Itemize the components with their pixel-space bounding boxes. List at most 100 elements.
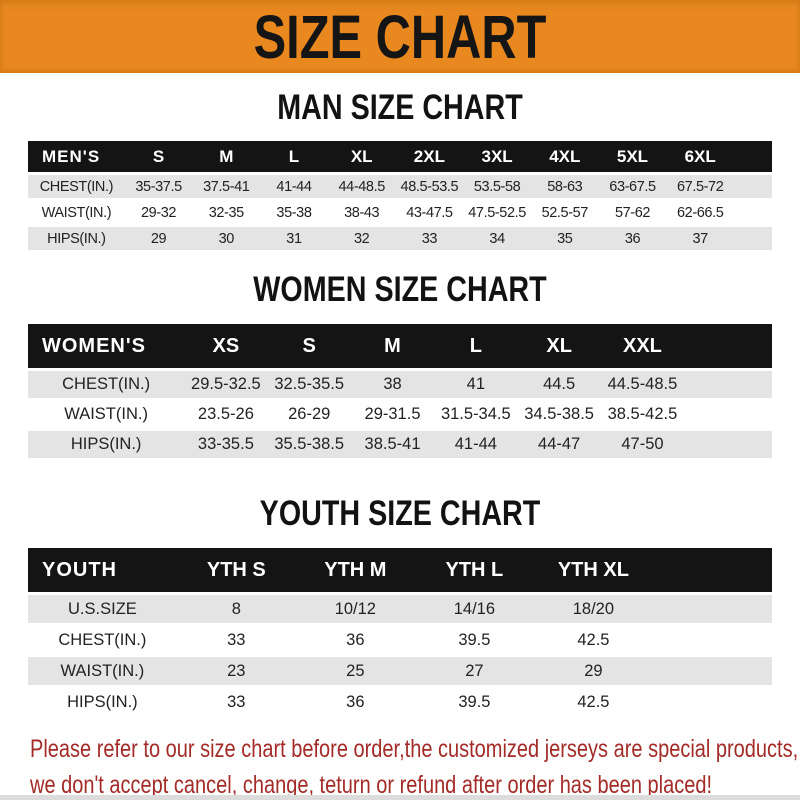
measurement-value: 44-48.5 [327, 175, 396, 198]
size-chart-banner: SIZE CHART [0, 0, 800, 73]
size-column-header: 6XL [666, 141, 735, 172]
youth-size-section: YOUTH SIZE CHART YOUTH YTH S YTH M YTH L YTH… [0, 494, 800, 719]
measurement-value: 33 [176, 626, 296, 654]
size-column-header: 2XL [395, 141, 464, 172]
measurement-value: 36 [295, 688, 415, 716]
youth-size-table: YOUTH YTH S YTH M YTH L YTH XL U.S.SIZE 8 10/12… [28, 545, 772, 719]
measurement-value: 35-37.5 [124, 175, 193, 198]
notice-line-2: we don't accept cancel, change, teturn o… [30, 770, 713, 799]
measurement-label: WAIST(IN.) [28, 201, 125, 224]
measurement-value: 31.5-34.5 [434, 401, 518, 428]
measurement-value: 38-43 [327, 201, 396, 224]
measurement-value: 31 [260, 227, 328, 250]
measurement-value: 35-38 [260, 201, 328, 224]
measurement-value: 38 [350, 371, 435, 398]
youth-section-title: YOUTH SIZE CHART [259, 494, 541, 533]
size-column-header: M [192, 141, 261, 172]
banner-title: SIZE CHART [253, 2, 547, 71]
size-column-header: S [267, 324, 351, 368]
row-filler-cell [684, 401, 772, 428]
size-column-header: 3XL [463, 141, 531, 172]
measurement-value: 33 [395, 227, 464, 250]
women-size-table: WOMEN'S XS S M L XL XXL CHEST(IN.) 29.5-32.5 32.5… [28, 321, 772, 461]
measurement-value: 8 [176, 595, 296, 623]
measurement-label: HIPS(IN.) [28, 227, 125, 250]
size-column-header: XL [517, 324, 601, 368]
measurement-value: 33 [176, 688, 296, 716]
row-filler-cell [652, 595, 772, 623]
notice-line-1: Please refer to our size chart before or… [30, 735, 799, 763]
bottom-edge-strip [0, 795, 800, 800]
measurement-value: 37 [666, 227, 735, 250]
size-column-header: 5XL [598, 141, 667, 172]
measurement-value: 33-35.5 [184, 431, 268, 458]
measurement-value: 44-47 [517, 431, 601, 458]
measurement-value: 23.5-26 [184, 401, 268, 428]
measurement-value: 26-29 [267, 401, 351, 428]
measurement-value: 47.5-52.5 [463, 201, 531, 224]
size-column-header: YTH XL [533, 548, 653, 592]
measurement-value: 62-66.5 [666, 201, 735, 224]
men-section-title: MAN SIZE CHART [277, 88, 523, 127]
row-filler-cell [652, 688, 772, 716]
measurement-row: U.S.SIZE 8 10/12 14/16 18/20 [28, 595, 772, 623]
row-filler-cell [684, 371, 772, 398]
table-header-label: YOUTH [28, 548, 177, 592]
measurement-row: CHEST(IN.) 33 36 39.5 42.5 [28, 626, 772, 654]
measurement-value: 58-63 [530, 175, 599, 198]
size-column-header: YTH S [176, 548, 296, 592]
size-column-header: 4XL [530, 141, 599, 172]
size-column-header: L [260, 141, 328, 172]
measurement-value: 47-50 [600, 431, 685, 458]
row-filler-cell [734, 201, 772, 224]
measurement-value: 41-44 [434, 431, 518, 458]
table-header-row: YOUTH YTH S YTH M YTH L YTH XL [28, 548, 772, 592]
header-filler-cell [652, 548, 772, 592]
women-section-title: WOMEN SIZE CHART [253, 270, 547, 309]
table-header-label: WOMEN'S [28, 324, 185, 368]
measurement-row: WAIST(IN.) 23.5-26 26-29 29-31.5 31.5-34.5 34… [28, 401, 772, 428]
measurement-value: 41-44 [260, 175, 328, 198]
measurement-label: CHEST(IN.) [28, 626, 177, 654]
measurement-label: U.S.SIZE [28, 595, 177, 623]
measurement-value: 39.5 [414, 688, 534, 716]
measurement-value: 57-62 [598, 201, 667, 224]
size-column-header: XS [184, 324, 268, 368]
men-size-table: MEN'S S M L XL 2XL 3XL 4XL 5XL 6XL CHEST(IN.) 35-37… [28, 138, 772, 253]
row-filler-cell [734, 175, 772, 198]
measurement-value: 18/20 [533, 595, 653, 623]
measurement-value: 39.5 [414, 626, 534, 654]
measurement-value: 67.5-72 [666, 175, 735, 198]
measurement-row: HIPS(IN.) 29 30 31 32 33 34 35 36 37 [28, 227, 772, 250]
measurement-row: WAIST(IN.) 23 25 27 29 [28, 657, 772, 685]
row-filler-cell [734, 227, 772, 250]
measurement-value: 38.5-42.5 [600, 401, 685, 428]
measurement-value: 36 [295, 626, 415, 654]
measurement-label: CHEST(IN.) [28, 371, 185, 398]
measurement-value: 43-47.5 [395, 201, 464, 224]
women-size-section: WOMEN SIZE CHART WOMEN'S XS S M L XL XXL CHEST(… [0, 270, 800, 461]
measurement-row: HIPS(IN.) 33-35.5 35.5-38.5 38.5-41 41-44 44-… [28, 431, 772, 458]
measurement-value: 53.5-58 [463, 175, 531, 198]
measurement-value: 37.5-41 [192, 175, 261, 198]
header-filler-cell [734, 141, 772, 172]
order-notice: Please refer to our size chart before or… [30, 732, 800, 800]
table-header-row: MEN'S S M L XL 2XL 3XL 4XL 5XL 6XL [28, 141, 772, 172]
measurement-value: 48.5-53.5 [395, 175, 464, 198]
table-header-label: MEN'S [28, 141, 125, 172]
measurement-value: 23 [176, 657, 296, 685]
size-column-header: S [124, 141, 193, 172]
measurement-value: 14/16 [414, 595, 534, 623]
measurement-label: WAIST(IN.) [28, 657, 177, 685]
measurement-value: 41 [434, 371, 518, 398]
table-header-row: WOMEN'S XS S M L XL XXL [28, 324, 772, 368]
measurement-value: 27 [414, 657, 534, 685]
size-column-header: L [434, 324, 518, 368]
measurement-value: 63-67.5 [598, 175, 667, 198]
measurement-value: 44.5-48.5 [600, 371, 685, 398]
measurement-value: 32 [327, 227, 396, 250]
measurement-value: 29.5-32.5 [184, 371, 268, 398]
measurement-value: 35 [530, 227, 599, 250]
size-column-header: XL [327, 141, 396, 172]
